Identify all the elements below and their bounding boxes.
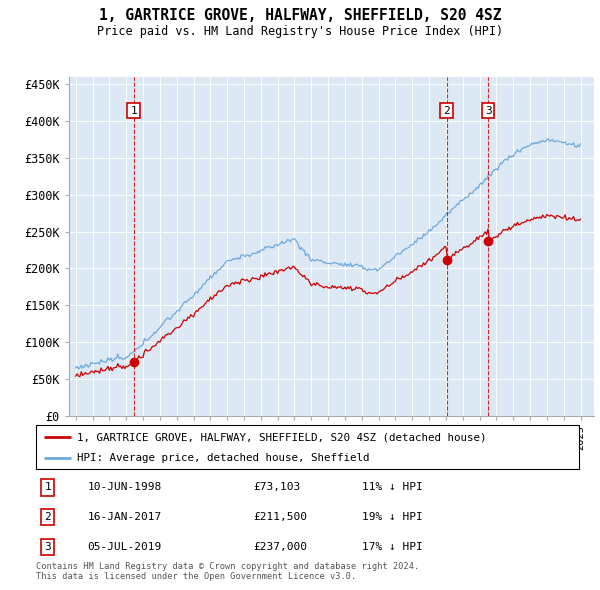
- Text: 17% ↓ HPI: 17% ↓ HPI: [362, 542, 422, 552]
- Text: 3: 3: [485, 106, 491, 116]
- Text: This data is licensed under the Open Government Licence v3.0.: This data is licensed under the Open Gov…: [36, 572, 356, 581]
- FancyBboxPatch shape: [36, 425, 579, 469]
- Text: Contains HM Land Registry data © Crown copyright and database right 2024.: Contains HM Land Registry data © Crown c…: [36, 562, 419, 571]
- Text: £237,000: £237,000: [253, 542, 307, 552]
- Text: 3: 3: [44, 542, 52, 552]
- Text: 1, GARTRICE GROVE, HALFWAY, SHEFFIELD, S20 4SZ: 1, GARTRICE GROVE, HALFWAY, SHEFFIELD, S…: [99, 8, 501, 22]
- Text: HPI: Average price, detached house, Sheffield: HPI: Average price, detached house, Shef…: [77, 453, 369, 463]
- Text: 19% ↓ HPI: 19% ↓ HPI: [362, 512, 422, 522]
- Text: £73,103: £73,103: [253, 483, 301, 493]
- Text: 16-JAN-2017: 16-JAN-2017: [88, 512, 162, 522]
- Text: 11% ↓ HPI: 11% ↓ HPI: [362, 483, 422, 493]
- Text: 2: 2: [443, 106, 450, 116]
- Text: 2: 2: [44, 512, 52, 522]
- Text: Price paid vs. HM Land Registry's House Price Index (HPI): Price paid vs. HM Land Registry's House …: [97, 25, 503, 38]
- Text: 10-JUN-1998: 10-JUN-1998: [88, 483, 162, 493]
- Text: 05-JUL-2019: 05-JUL-2019: [88, 542, 162, 552]
- Text: £211,500: £211,500: [253, 512, 307, 522]
- Text: 1: 1: [44, 483, 52, 493]
- Text: 1, GARTRICE GROVE, HALFWAY, SHEFFIELD, S20 4SZ (detached house): 1, GARTRICE GROVE, HALFWAY, SHEFFIELD, S…: [77, 432, 486, 442]
- Text: 1: 1: [130, 106, 137, 116]
